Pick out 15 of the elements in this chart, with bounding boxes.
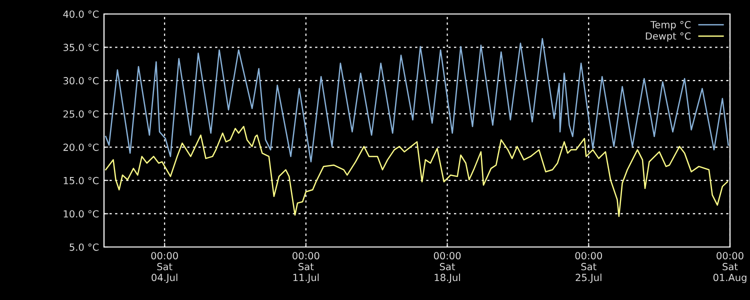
y-tick-label: 40.0 °C <box>63 10 99 18</box>
y-tick-label: 35.0 °C <box>63 44 99 52</box>
x-tick-label: 00:00 Sat 04.Jul <box>151 252 178 283</box>
x-tick-label: 00:00 Sat 25.Jul <box>575 252 602 283</box>
x-tick-label: 00:00 Sat 11.Jul <box>292 252 320 283</box>
x-tick-label: 00:00 Sat 18.Jul <box>434 252 461 283</box>
x-tick-label: 00:00 Sat 01.Aug <box>713 252 746 284</box>
legend-label: Temp °C <box>650 20 691 30</box>
y-tick-label: 5.0 °C <box>70 243 99 251</box>
y-tick-label: 30.0 °C <box>63 77 99 84</box>
y-tick-label: 15.0 °C <box>64 176 99 184</box>
y-tick-label: 10.0 °C <box>64 210 99 218</box>
y-tick-label: 25.0 °C <box>63 110 99 118</box>
y-tick-label: 20.0 °C <box>63 144 99 151</box>
legend-label: Dewpt °C <box>646 32 691 42</box>
